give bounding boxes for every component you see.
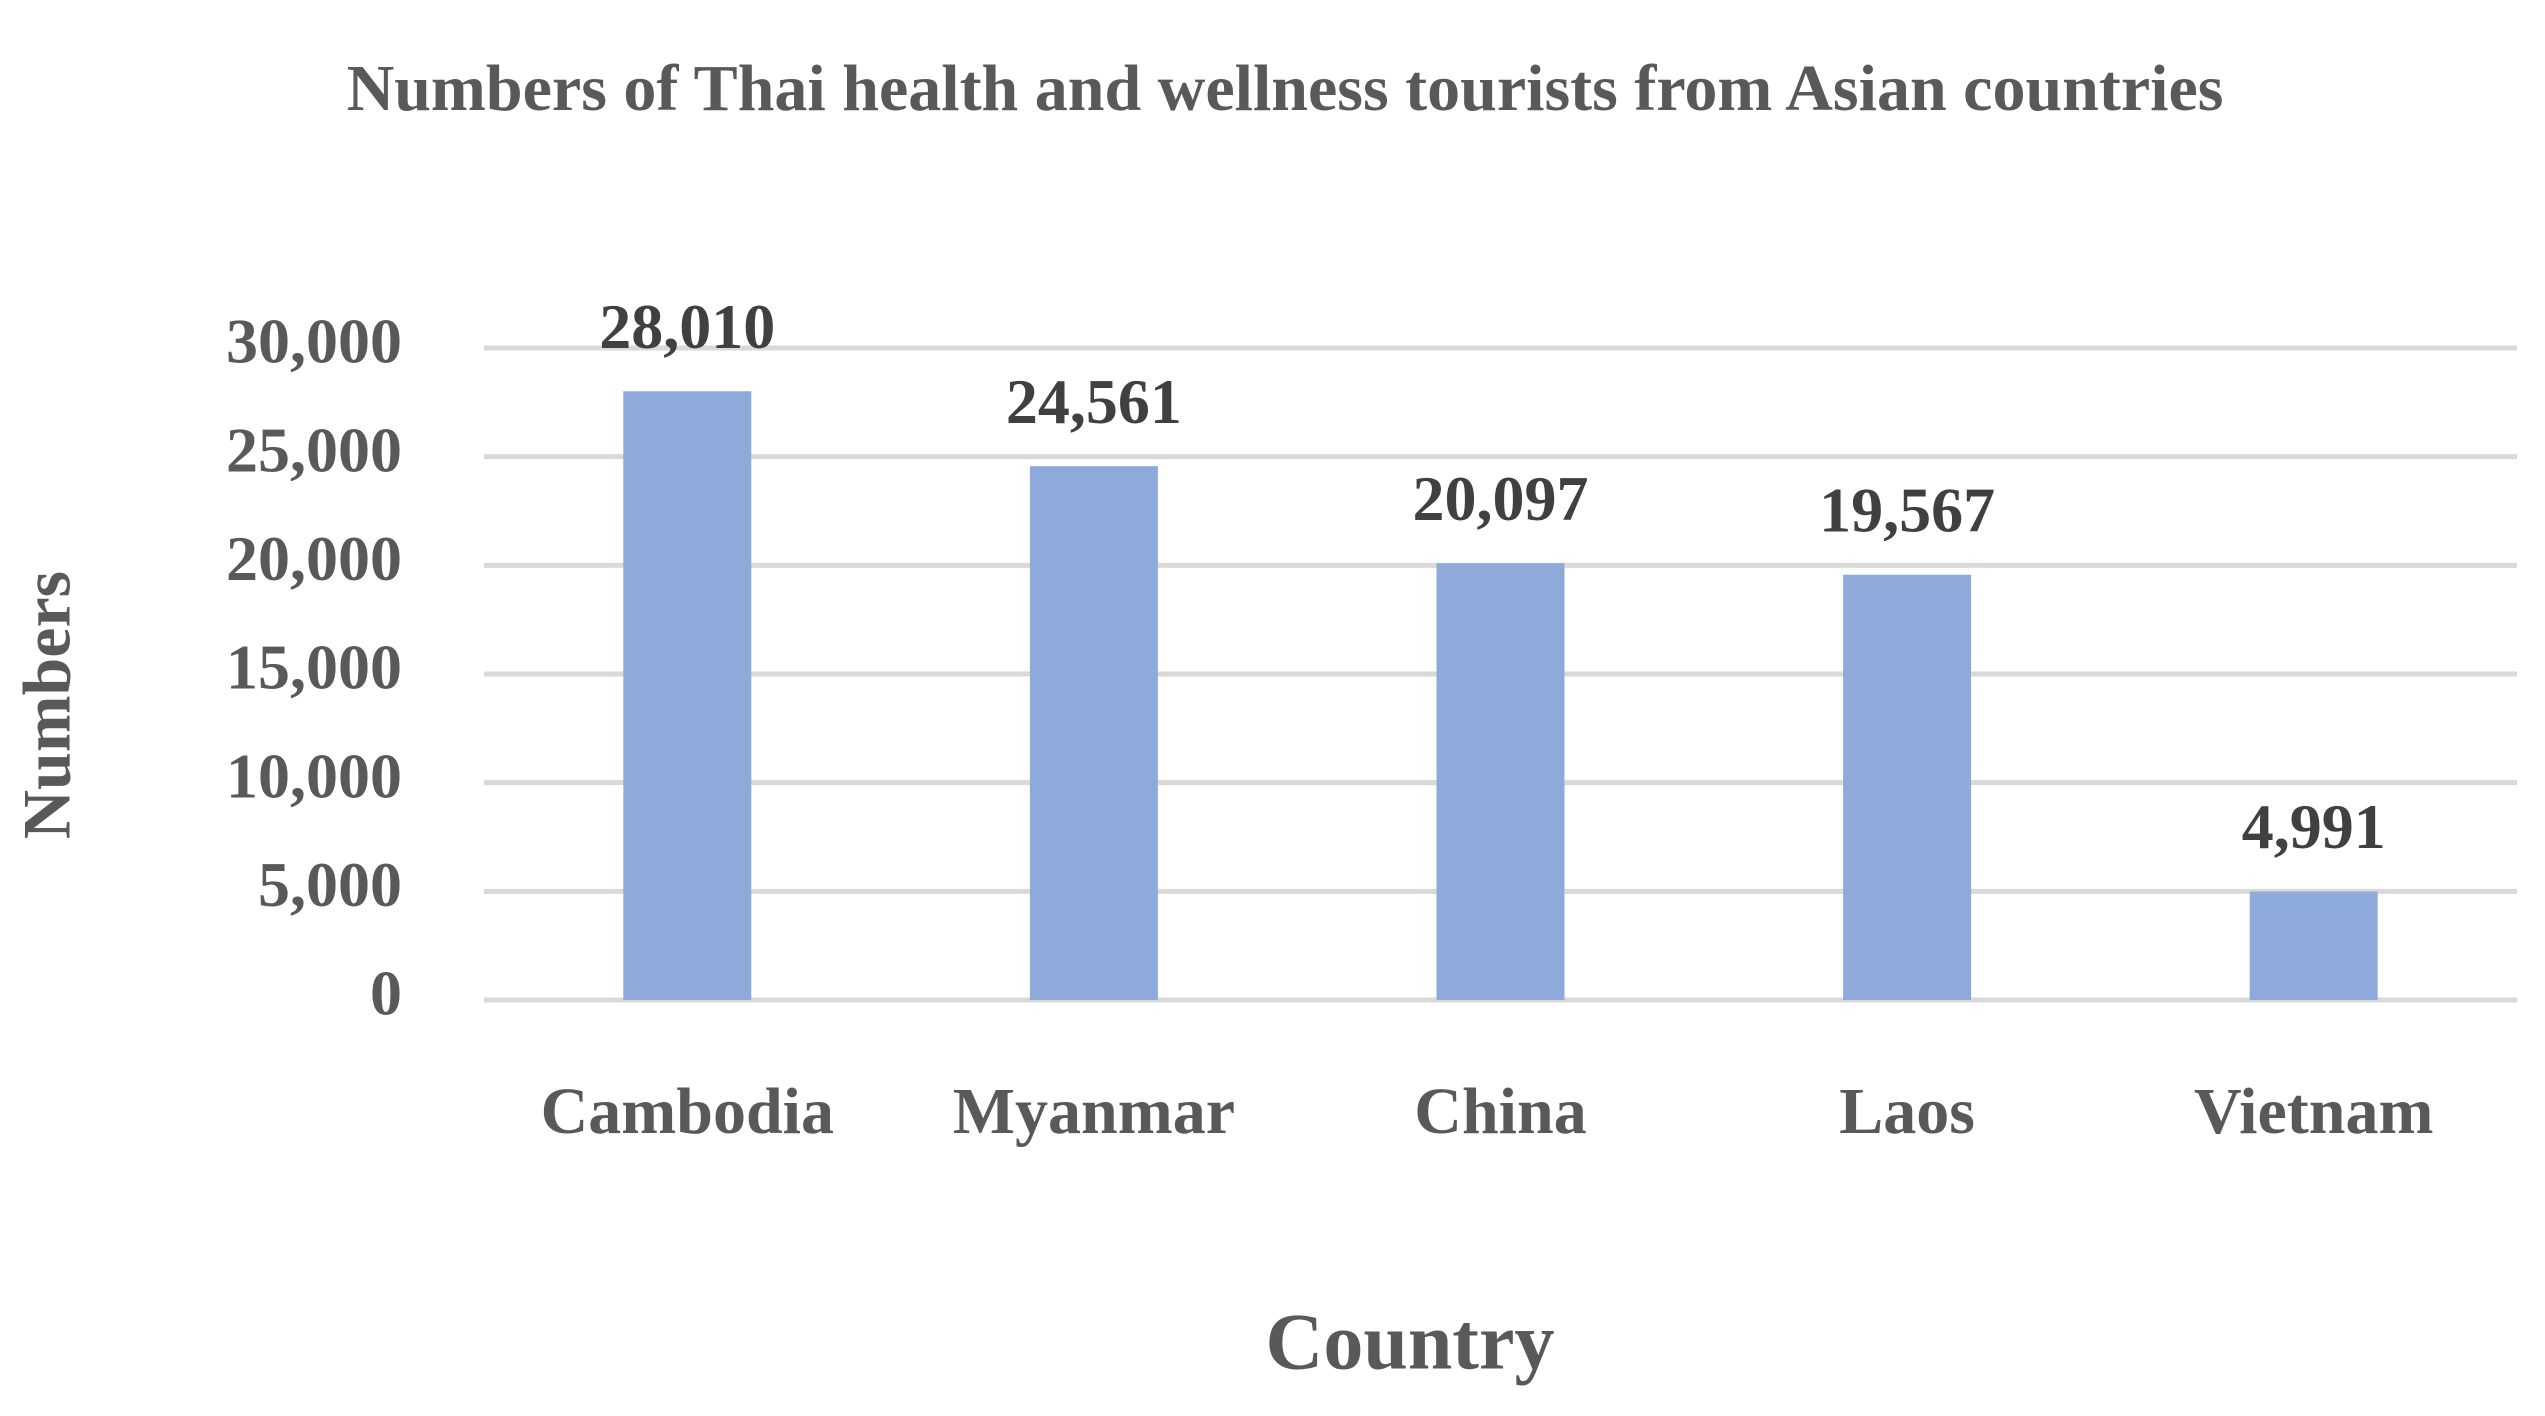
y-axis-title: Numbers (9, 571, 85, 839)
bar (1029, 466, 1158, 1000)
value-label: 28,010 (599, 291, 775, 362)
x-axis-title: Country (1266, 1298, 1555, 1386)
x-tick-label: Vietnam (2194, 1075, 2434, 1148)
value-label: 24,561 (1006, 366, 1182, 437)
value-label: 4,991 (2242, 791, 2386, 862)
bar (2249, 891, 2378, 1000)
y-tick-label: 25,000 (226, 414, 402, 485)
chart-title: Numbers of Thai health and wellness tour… (346, 52, 2224, 125)
bar (623, 391, 752, 1000)
y-tick-label: 15,000 (226, 632, 402, 703)
y-tick-label: 30,000 (226, 306, 402, 377)
y-tick-label: 5,000 (258, 849, 402, 920)
bar (1843, 574, 1972, 1000)
x-tick-label: Cambodia (541, 1075, 834, 1148)
x-tick-label: Laos (1839, 1075, 1975, 1148)
x-tick-label: Myanmar (953, 1075, 1235, 1148)
y-tick-label: 0 (370, 958, 402, 1029)
y-tick-label: 10,000 (226, 740, 402, 811)
x-tick-label: China (1414, 1075, 1586, 1148)
y-tick-label: 20,000 (226, 523, 402, 594)
bar (1436, 563, 1565, 1000)
value-label: 19,567 (1819, 474, 1995, 545)
value-label: 20,097 (1413, 463, 1589, 534)
